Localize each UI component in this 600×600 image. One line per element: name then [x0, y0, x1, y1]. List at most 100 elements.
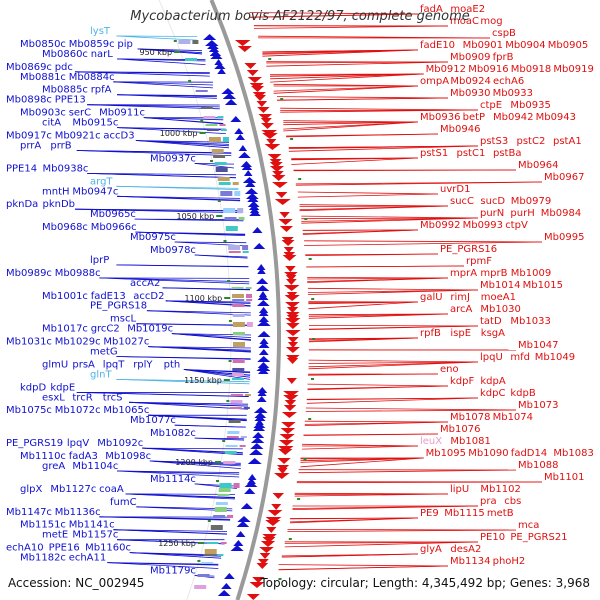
gene-label: kdpF — [450, 376, 474, 387]
gene-label: ompA — [420, 76, 449, 87]
gene-label: Mb1101 — [544, 472, 584, 483]
gene-label: PE_PGRS21 — [510, 532, 567, 543]
gene-label: Mb0937c — [150, 153, 196, 164]
gene-connector-line — [149, 460, 241, 467]
forward-strand-gene-arrow — [269, 166, 284, 172]
gene-label: lprP — [90, 255, 109, 266]
gene-connector-line — [137, 48, 203, 55]
gene-label: Mb1049 — [535, 352, 575, 363]
reverse-strand-gene-arrow — [247, 458, 262, 464]
gene-label: Mb1076 — [440, 424, 480, 435]
gene-label: Mb1098c — [105, 451, 151, 462]
gene-label: PE10 — [480, 532, 505, 543]
gene-label: Mb0936 — [420, 112, 460, 123]
feature-block — [219, 483, 232, 488]
reverse-strand-gene-arrow — [208, 46, 220, 52]
reverse-strand-gene-arrow — [256, 285, 270, 291]
gene-connector-line — [74, 208, 243, 214]
gene-connector-line — [270, 73, 424, 83]
forward-strand-gene-arrow — [279, 434, 295, 440]
feature-block — [232, 359, 245, 363]
coordinate-tick-mark — [298, 178, 302, 180]
reverse-strand-gene-arrow — [256, 264, 266, 270]
forward-strand-gene-arrow — [256, 563, 269, 569]
gene-label: Mb0933 — [493, 88, 533, 99]
forward-strand-gene-arrow — [251, 86, 265, 92]
gene-label: Mb0943 — [536, 112, 576, 123]
reverse-strand-gene-arrow — [246, 193, 259, 199]
gene-label: moaE2 — [450, 4, 485, 15]
feature-block — [230, 400, 243, 403]
gene-label: rimJ — [450, 292, 470, 303]
forward-strand-gene-arrow — [282, 255, 297, 261]
gene-connector-line — [262, 49, 419, 57]
reverse-strand-gene-arrow — [214, 63, 226, 69]
coordinate-tick-mark — [268, 58, 272, 60]
gene-connector-line — [306, 397, 479, 404]
gene-label: PPE13 — [55, 95, 86, 106]
gene-label: pip — [117, 39, 132, 50]
forward-strand-gene-arrow — [234, 40, 251, 46]
feature-block — [214, 162, 227, 165]
forward-strand-gene-arrow — [286, 358, 299, 364]
forward-strand-gene-arrow — [246, 594, 260, 600]
gene-connector-line — [249, 12, 419, 15]
feature-block — [217, 494, 230, 496]
gene-label: Mb1147c — [6, 507, 52, 518]
gene-label: Mb1110c — [20, 451, 66, 462]
reverse-strand-gene-arrow — [244, 188, 259, 194]
gene-connector-line — [294, 493, 449, 497]
reverse-strand-gene-arrow — [209, 50, 222, 56]
gene-label: Mb1083 — [553, 448, 593, 459]
gene-label: citA — [42, 118, 61, 129]
feature-block — [201, 562, 214, 564]
gene-label: pknDa — [6, 199, 38, 210]
gene-label: Mb0924 — [450, 76, 490, 87]
feature-block — [205, 124, 218, 126]
forward-strand-gene-arrow — [283, 247, 294, 253]
gene-label: eno — [440, 364, 459, 375]
gene-label: Mb1031c — [6, 337, 52, 348]
gene-connector-line — [273, 85, 419, 94]
gene-label: pstS3 — [480, 136, 508, 147]
gene-label: lipU — [450, 484, 469, 495]
gene-label: Mb0947c — [72, 186, 118, 197]
gene-connector-line — [287, 529, 517, 532]
gene-label: accA2 — [130, 278, 160, 289]
gene-connector-line — [148, 414, 247, 421]
forward-strand-gene-arrow — [272, 493, 284, 499]
reverse-strand-gene-arrow — [254, 415, 266, 421]
gene-label: pstS1 — [420, 148, 448, 159]
coordinate-tick-mark — [290, 138, 294, 140]
gene-connector-line — [76, 150, 232, 154]
gene-connector-line — [249, 13, 419, 18]
feature-block — [242, 251, 249, 253]
gene-connector-line — [302, 229, 419, 235]
gene-connector-line — [300, 457, 424, 468]
gene-connector-line — [107, 562, 219, 569]
gene-connector-line — [305, 253, 439, 256]
gene-label: ctpV — [505, 220, 528, 231]
forward-strand-gene-arrow — [256, 101, 268, 107]
reverse-strand-gene-arrow — [235, 531, 246, 537]
gene-connector-line — [301, 217, 479, 222]
forward-strand-gene-arrow — [266, 527, 277, 533]
topology-text: Topology: circular; Length: 4,345,492 bp… — [260, 576, 590, 590]
gene-connector-line — [308, 325, 479, 330]
forward-strand-gene-arrow — [267, 510, 283, 516]
coordinate-tick-mark — [188, 80, 192, 82]
forward-strand-gene-arrow — [278, 219, 293, 225]
gene-label: PPE14 — [6, 163, 37, 174]
forward-strand-gene-arrow — [286, 279, 297, 285]
reverse-strand-gene-arrow — [240, 503, 253, 509]
forward-strand-gene-arrow — [285, 318, 301, 324]
gene-connector-line — [141, 447, 243, 450]
feature-block — [214, 507, 227, 512]
inner-guide-arc — [158, 0, 232, 600]
gene-connector-line — [87, 104, 220, 110]
feature-block — [228, 245, 241, 250]
forward-strand-gene-arrow — [272, 171, 284, 177]
reverse-strand-gene-arrow — [224, 99, 238, 105]
gene-connector-line — [278, 564, 449, 567]
